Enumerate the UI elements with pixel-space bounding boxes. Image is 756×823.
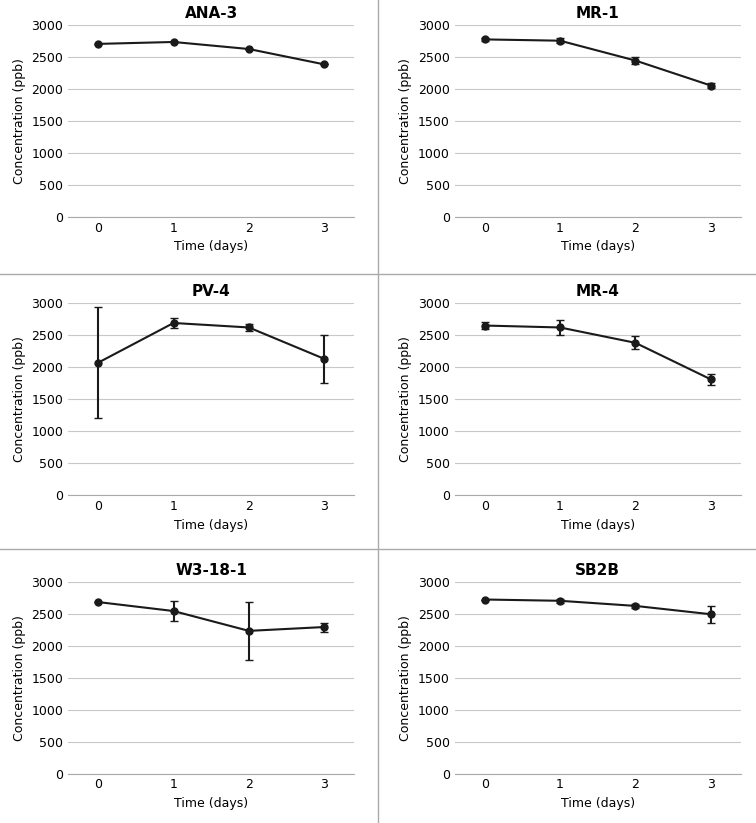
Y-axis label: Concentration (ppb): Concentration (ppb): [13, 58, 26, 184]
Title: ANA-3: ANA-3: [184, 6, 238, 21]
X-axis label: Time (days): Time (days): [561, 518, 635, 532]
Y-axis label: Concentration (ppb): Concentration (ppb): [399, 58, 412, 184]
X-axis label: Time (days): Time (days): [174, 240, 248, 253]
Title: W3-18-1: W3-18-1: [175, 563, 247, 578]
Y-axis label: Concentration (ppb): Concentration (ppb): [399, 337, 412, 462]
Title: MR-4: MR-4: [576, 284, 620, 300]
X-axis label: Time (days): Time (days): [174, 797, 248, 810]
X-axis label: Time (days): Time (days): [174, 518, 248, 532]
Title: PV-4: PV-4: [192, 284, 231, 300]
X-axis label: Time (days): Time (days): [561, 240, 635, 253]
Y-axis label: Concentration (ppb): Concentration (ppb): [399, 615, 412, 741]
Y-axis label: Concentration (ppb): Concentration (ppb): [13, 615, 26, 741]
Y-axis label: Concentration (ppb): Concentration (ppb): [13, 337, 26, 462]
Title: MR-1: MR-1: [576, 6, 620, 21]
Title: SB2B: SB2B: [575, 563, 620, 578]
X-axis label: Time (days): Time (days): [561, 797, 635, 810]
